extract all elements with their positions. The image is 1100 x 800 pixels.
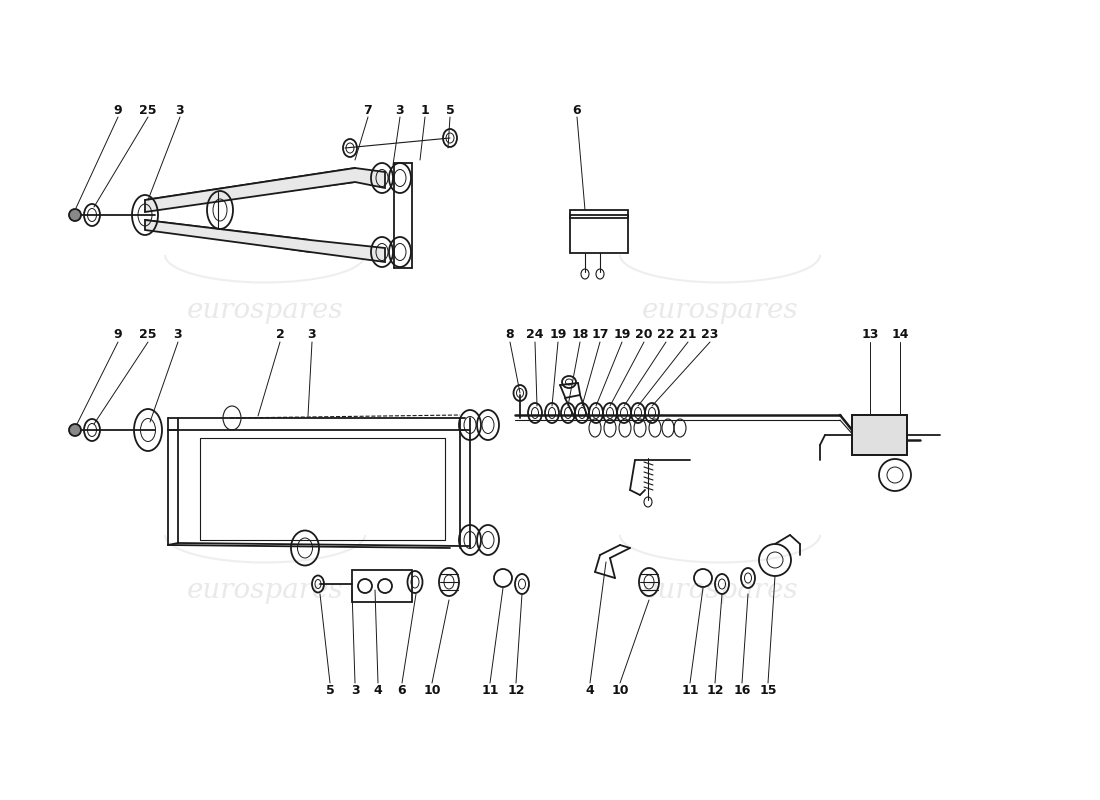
- Text: 6: 6: [573, 103, 581, 117]
- Text: 9: 9: [113, 329, 122, 342]
- Polygon shape: [145, 220, 385, 262]
- Text: 3: 3: [308, 329, 317, 342]
- Text: 8: 8: [506, 329, 515, 342]
- Text: 9: 9: [113, 103, 122, 117]
- Text: 14: 14: [891, 329, 909, 342]
- Text: 4: 4: [585, 683, 594, 697]
- Circle shape: [69, 424, 81, 436]
- Bar: [852, 415, 907, 455]
- Text: 24: 24: [526, 329, 543, 342]
- Bar: [852, 415, 907, 455]
- Text: eurospares: eurospares: [187, 577, 343, 603]
- Text: 4: 4: [374, 683, 383, 697]
- Text: 19: 19: [549, 329, 566, 342]
- Text: 13: 13: [861, 329, 879, 342]
- Text: 10: 10: [424, 683, 441, 697]
- Text: 12: 12: [706, 683, 724, 697]
- Bar: [570, 210, 628, 218]
- Text: 3: 3: [351, 683, 360, 697]
- Text: 23: 23: [702, 329, 718, 342]
- Text: 1: 1: [420, 103, 429, 117]
- Bar: [352, 570, 412, 602]
- Text: 16: 16: [734, 683, 750, 697]
- Text: 6: 6: [398, 683, 406, 697]
- Text: 3: 3: [176, 103, 185, 117]
- Text: 15: 15: [759, 683, 777, 697]
- Text: 25: 25: [140, 329, 156, 342]
- Text: 11: 11: [482, 683, 498, 697]
- Polygon shape: [145, 168, 385, 212]
- Text: 17: 17: [592, 329, 608, 342]
- Bar: [570, 215, 628, 253]
- Text: 5: 5: [446, 103, 454, 117]
- Text: 25: 25: [140, 103, 156, 117]
- Text: eurospares: eurospares: [187, 297, 343, 323]
- Text: 3: 3: [396, 103, 405, 117]
- Text: 20: 20: [636, 329, 652, 342]
- Text: 18: 18: [571, 329, 588, 342]
- Text: eurospares: eurospares: [641, 297, 799, 323]
- Text: 2: 2: [276, 329, 285, 342]
- Text: eurospares: eurospares: [641, 577, 799, 603]
- Text: 21: 21: [680, 329, 696, 342]
- Text: 12: 12: [507, 683, 525, 697]
- Text: 7: 7: [364, 103, 373, 117]
- Circle shape: [69, 209, 81, 221]
- Text: 10: 10: [612, 683, 629, 697]
- Text: 22: 22: [658, 329, 674, 342]
- Text: 19: 19: [614, 329, 630, 342]
- Text: 11: 11: [681, 683, 698, 697]
- Text: 3: 3: [174, 329, 183, 342]
- Text: 5: 5: [326, 683, 334, 697]
